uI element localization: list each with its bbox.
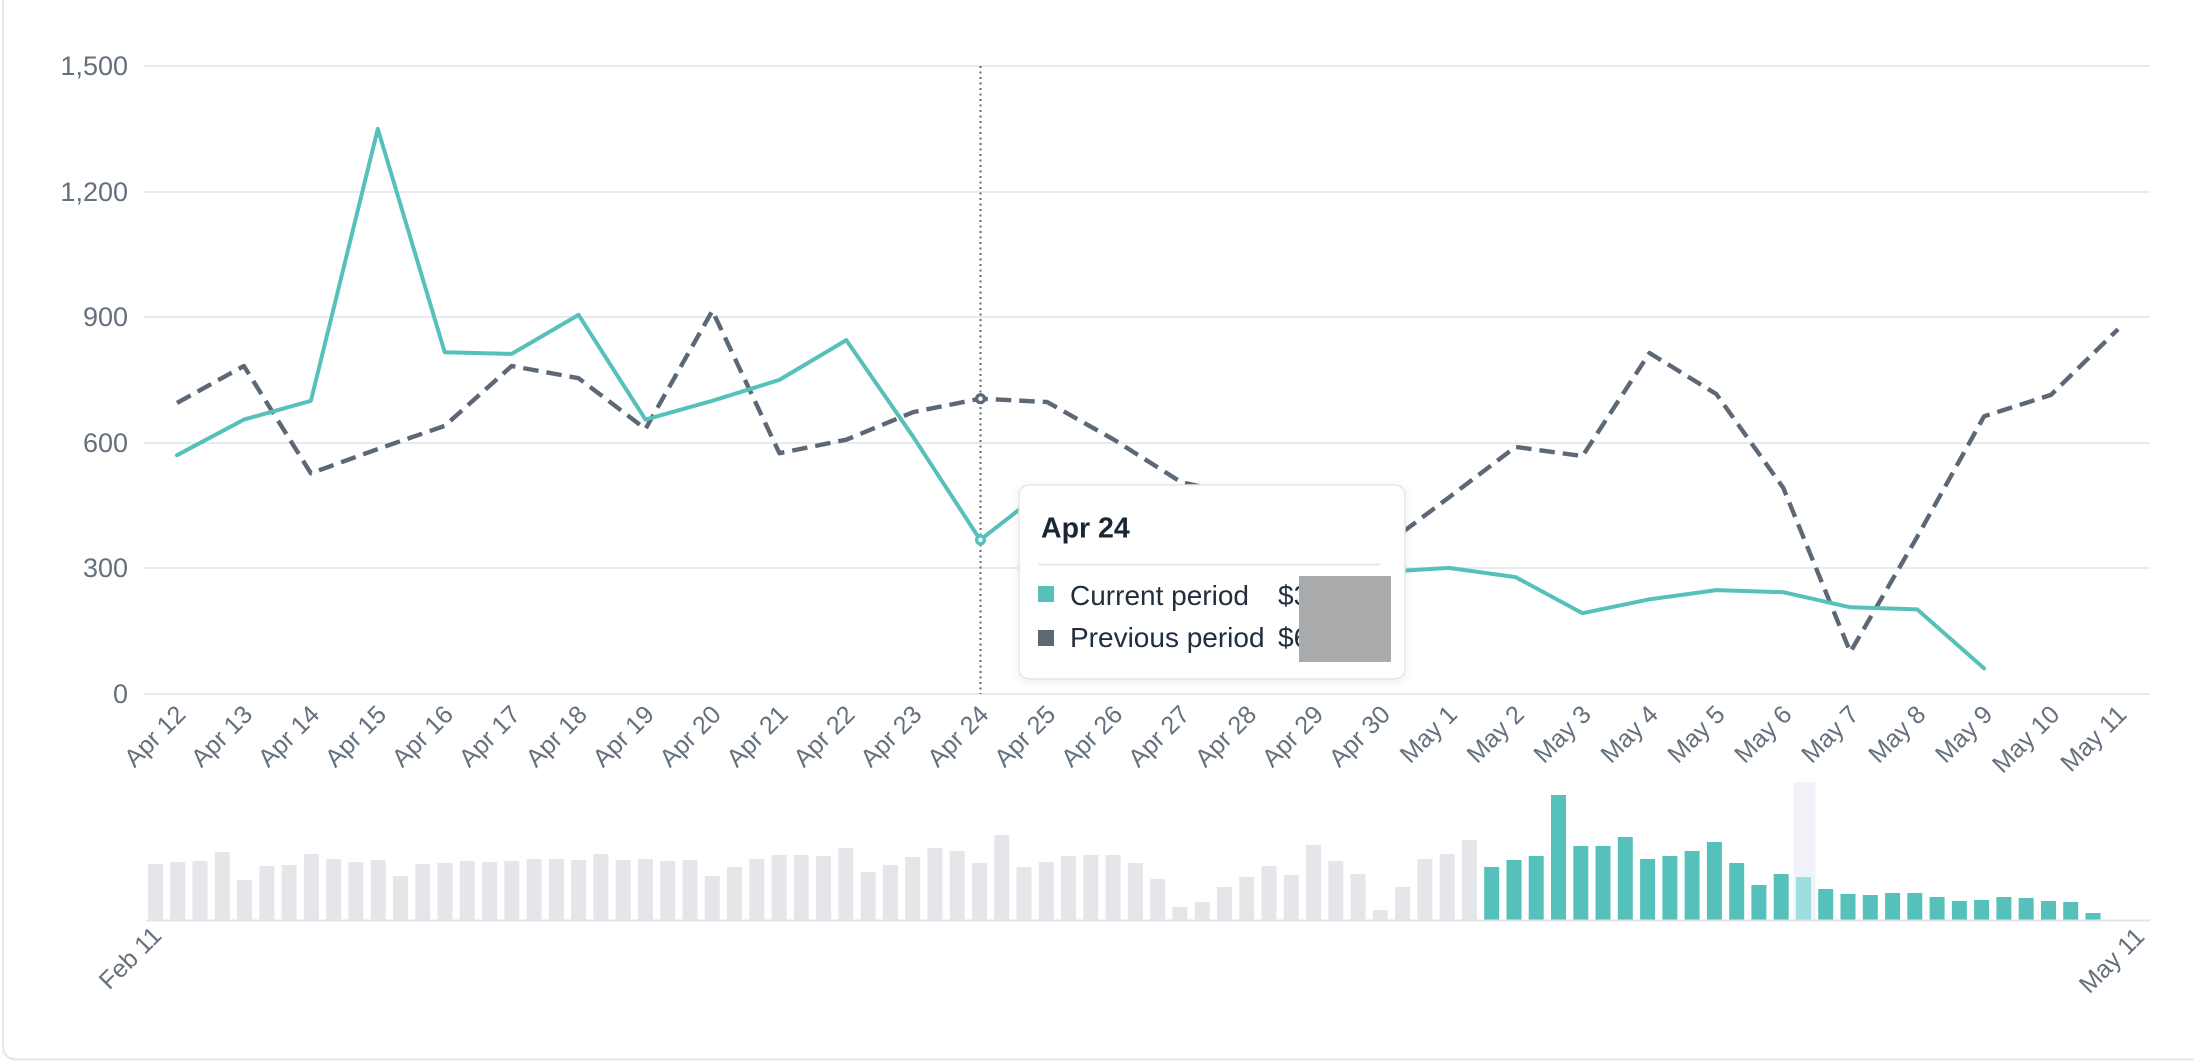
- svg-text:300: 300: [83, 553, 128, 583]
- svg-text:Apr 24: Apr 24: [1041, 513, 1130, 545]
- svg-text:Apr 24: Apr 24: [922, 700, 994, 772]
- svg-text:600: 600: [83, 428, 128, 458]
- svg-text:May 7: May 7: [1796, 700, 1864, 768]
- svg-text:Apr 17: Apr 17: [454, 700, 526, 772]
- svg-text:Feb 11: Feb 11: [94, 921, 168, 995]
- svg-text:Apr 12: Apr 12: [119, 700, 191, 772]
- svg-text:Apr 30: Apr 30: [1324, 700, 1396, 772]
- svg-text:Apr 22: Apr 22: [788, 700, 860, 772]
- svg-text:May 3: May 3: [1528, 700, 1596, 768]
- svg-text:Apr 13: Apr 13: [186, 700, 258, 772]
- svg-text:Apr 15: Apr 15: [320, 700, 392, 772]
- svg-text:May 11: May 11: [2055, 700, 2132, 777]
- svg-text:Apr 21: Apr 21: [721, 700, 793, 772]
- svg-text:May 6: May 6: [1729, 700, 1797, 768]
- svg-text:May 8: May 8: [1863, 700, 1931, 768]
- svg-text:May 10: May 10: [1987, 700, 2065, 778]
- svg-text:Current period: Current period: [1070, 580, 1249, 611]
- svg-text:May 4: May 4: [1595, 700, 1663, 768]
- svg-text:May 1: May 1: [1395, 700, 1463, 768]
- svg-text:Apr 28: Apr 28: [1190, 700, 1262, 772]
- svg-text:1,500: 1,500: [60, 51, 128, 81]
- svg-text:Apr 14: Apr 14: [253, 700, 325, 772]
- svg-text:Apr 23: Apr 23: [855, 700, 927, 772]
- svg-text:Apr 16: Apr 16: [387, 700, 459, 772]
- svg-text:1,200: 1,200: [60, 177, 128, 207]
- svg-text:Apr 27: Apr 27: [1123, 700, 1195, 772]
- svg-text:900: 900: [83, 302, 128, 332]
- svg-text:Apr 29: Apr 29: [1257, 700, 1329, 772]
- svg-text:Apr 20: Apr 20: [654, 700, 726, 772]
- svg-text:Apr 18: Apr 18: [521, 700, 593, 772]
- svg-text:May 5: May 5: [1662, 700, 1730, 768]
- svg-text:0: 0: [113, 679, 128, 709]
- svg-text:Apr 19: Apr 19: [587, 700, 659, 772]
- svg-text:Apr 25: Apr 25: [989, 700, 1061, 772]
- svg-text:May 11: May 11: [2074, 922, 2150, 998]
- svg-text:Apr 26: Apr 26: [1056, 700, 1128, 772]
- svg-text:Previous period: Previous period: [1070, 622, 1265, 653]
- svg-text:May 2: May 2: [1462, 700, 1530, 768]
